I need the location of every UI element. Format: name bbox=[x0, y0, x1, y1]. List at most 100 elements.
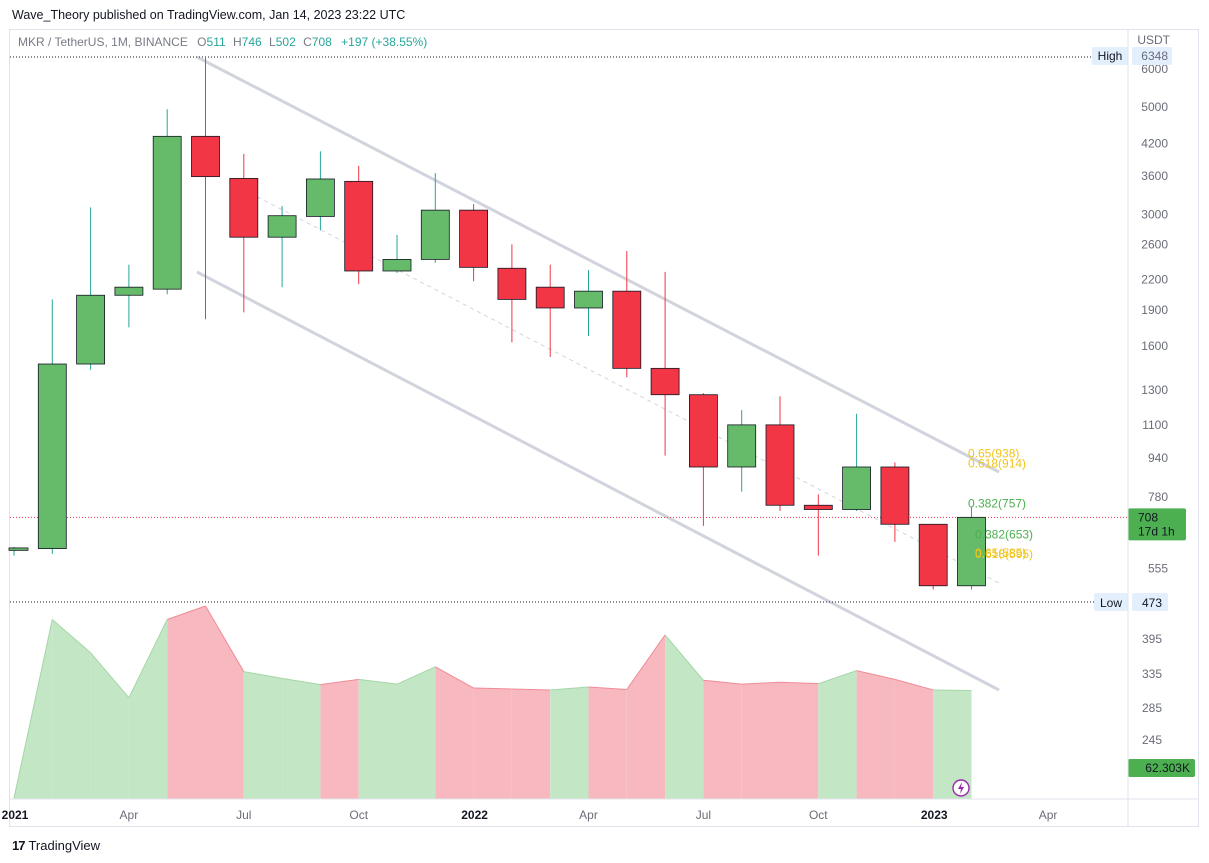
volume-axis-label: 285 bbox=[1142, 701, 1162, 715]
volume-badge bbox=[1128, 759, 1195, 777]
volume-area-segment bbox=[741, 682, 780, 799]
x-tick-label: Jul bbox=[696, 808, 711, 822]
fib-label: 0.65(938) bbox=[968, 446, 1019, 460]
candle-body bbox=[8, 547, 29, 551]
fib-label: 0.618(595) bbox=[975, 547, 1033, 561]
volume-area-edge bbox=[282, 677, 321, 686]
volume-area-edge bbox=[550, 686, 589, 691]
low-label: L bbox=[269, 35, 276, 49]
fib-label: 0.382(757) bbox=[968, 496, 1026, 510]
high-badge bbox=[1092, 47, 1128, 65]
x-tick-label: Oct bbox=[349, 808, 368, 822]
volume-area-segment bbox=[243, 671, 283, 799]
channel-lower-line bbox=[196, 270, 1000, 692]
volume-area-segment bbox=[818, 670, 857, 799]
candle-body bbox=[689, 394, 718, 468]
x-tick-label: 2021 bbox=[2, 808, 29, 822]
volume-area-segment bbox=[205, 606, 244, 799]
candle-body bbox=[535, 286, 565, 309]
candle-body bbox=[382, 258, 412, 272]
y-tick-label: 4200 bbox=[1141, 137, 1168, 151]
volume-area-edge bbox=[703, 679, 742, 685]
volume-area-segment bbox=[894, 679, 934, 799]
volume-area-segment bbox=[473, 688, 512, 799]
volume-area-edge bbox=[167, 605, 206, 620]
open-label: O bbox=[197, 35, 207, 49]
y-tick-label: 1100 bbox=[1142, 418, 1168, 432]
volume-area-edge bbox=[818, 670, 857, 685]
volume-area-segment bbox=[780, 682, 819, 799]
volume-area-segment bbox=[550, 687, 589, 799]
volume-area-edge bbox=[396, 666, 436, 685]
volume-axis-label: 245 bbox=[1142, 733, 1162, 747]
volume-area-segment bbox=[435, 666, 474, 799]
y-tick-label: 5000 bbox=[1141, 100, 1168, 114]
volume-area-segment bbox=[703, 680, 742, 799]
close-value: 708 bbox=[311, 35, 332, 49]
y-tick-label: 1900 bbox=[1141, 303, 1168, 317]
volume-area-edge bbox=[205, 605, 245, 672]
candle-body bbox=[727, 424, 757, 468]
volume-area-edge bbox=[856, 670, 896, 680]
high-value: 6348 bbox=[1141, 49, 1168, 63]
high-badge-label: High bbox=[1098, 49, 1123, 63]
y-tick-label: 780 bbox=[1148, 490, 1168, 504]
y-tick-label: 2200 bbox=[1141, 272, 1168, 286]
volume-area-segment bbox=[588, 687, 627, 799]
low-value: 502 bbox=[275, 35, 296, 49]
volume-badge-value: 62.303K bbox=[1145, 761, 1190, 775]
tradingview-logo[interactable]: 17 TradingView bbox=[12, 838, 100, 853]
volume-area-edge bbox=[741, 681, 781, 685]
currency-label: USDT bbox=[1137, 33, 1170, 47]
volume-area-edge bbox=[358, 678, 398, 685]
volume-area-edge bbox=[128, 619, 168, 698]
volume-area-segment bbox=[358, 679, 397, 799]
volume-area-segment bbox=[282, 678, 321, 799]
volume-area-edge bbox=[626, 634, 666, 690]
volume-axis-label: 335 bbox=[1142, 667, 1162, 681]
volume-area-edge bbox=[51, 619, 91, 654]
low-badge-label: Low bbox=[1100, 596, 1122, 610]
x-tick-label: Jul bbox=[236, 808, 251, 822]
publisher-line: Wave_Theory published on TradingView.com… bbox=[12, 8, 406, 22]
candle-body bbox=[957, 516, 986, 587]
chart-frame[interactable] bbox=[9, 29, 1199, 827]
current-price-badge bbox=[1128, 508, 1186, 541]
volume-area-edge bbox=[243, 671, 283, 679]
x-tick-label: 2023 bbox=[921, 808, 948, 822]
candle-body bbox=[37, 363, 67, 550]
volume-area-segment bbox=[626, 634, 666, 799]
volume-area-edge bbox=[511, 688, 551, 691]
y-tick-label: 2600 bbox=[1141, 237, 1168, 251]
symbol-name[interactable]: MKR / TetherUS, 1M, BINANCE bbox=[18, 35, 188, 49]
high-label: H bbox=[233, 35, 242, 49]
candle-body bbox=[880, 466, 910, 525]
volume-area-segment bbox=[856, 670, 895, 799]
volume-area-edge bbox=[435, 666, 474, 689]
tradingview-logo-icon: 17 bbox=[12, 838, 26, 853]
volume-area-segment bbox=[665, 634, 704, 799]
volume-area-segment bbox=[128, 619, 168, 799]
logo-text: TradingView bbox=[28, 838, 101, 853]
open-value: 511 bbox=[206, 35, 226, 49]
candle-body bbox=[305, 178, 335, 217]
x-tick-label: Apr bbox=[579, 808, 598, 822]
high-value: 746 bbox=[241, 35, 262, 49]
candle-body bbox=[459, 209, 489, 268]
volume-area-edge bbox=[894, 678, 934, 691]
fib-label: 0.382(653) bbox=[975, 527, 1033, 541]
y-tick-label: 3600 bbox=[1141, 169, 1168, 183]
y-tick-label: 3000 bbox=[1141, 207, 1168, 221]
candle-body bbox=[344, 180, 374, 272]
candle-body bbox=[650, 367, 680, 396]
x-tick-label: Apr bbox=[1039, 808, 1058, 822]
candle-body bbox=[497, 267, 527, 300]
high-value-badge bbox=[1132, 47, 1172, 65]
candle-body bbox=[803, 504, 833, 510]
volume-area-edge bbox=[779, 681, 819, 685]
current-price-value: 708 bbox=[1138, 510, 1158, 524]
low-value: 473 bbox=[1142, 596, 1162, 610]
countdown: 17d 1h bbox=[1138, 524, 1175, 538]
volume-area-segment bbox=[511, 688, 551, 799]
